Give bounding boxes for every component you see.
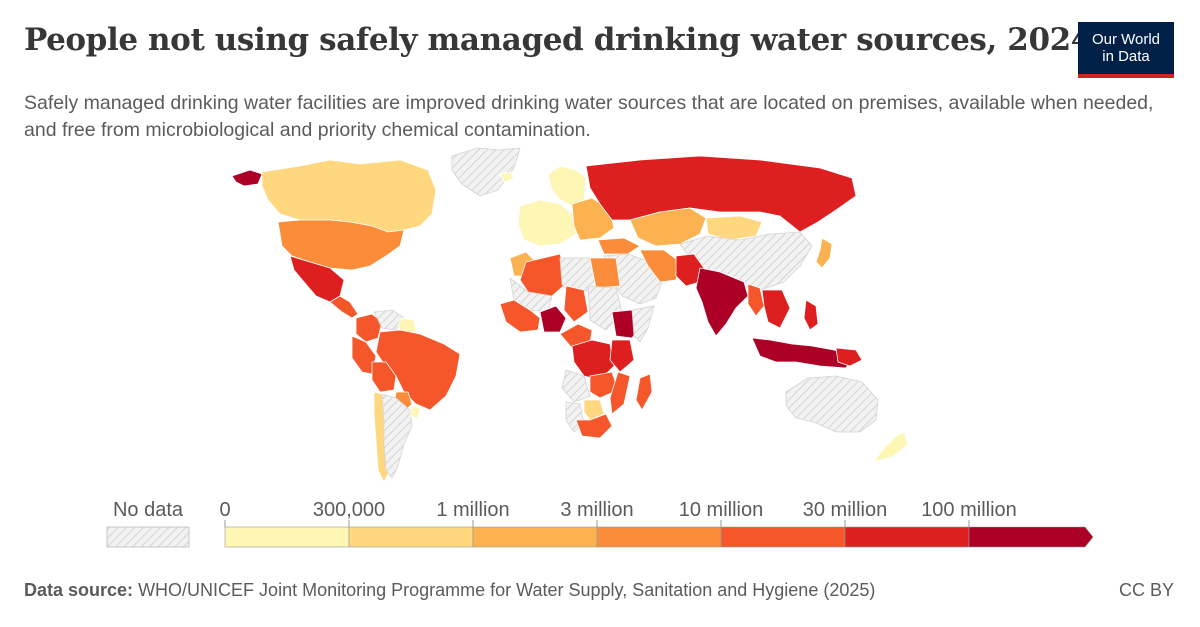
region-alaska[interactable] (231, 169, 263, 187)
region-russia[interactable] (585, 155, 857, 233)
region-somalia[interactable] (631, 305, 655, 343)
legend-labels: 0 300,000 1 million 3 million 10 million 30 m… (219, 499, 1017, 527)
license-link[interactable]: CC BY (1118, 580, 1174, 600)
legend: No data 0 300,000 1 million 3 million 10 mil… (106, 499, 1094, 548)
legend-label-3: 3 million (560, 499, 633, 521)
world-map: No data 0 300,000 1 million 3 million 10 mil… (106, 147, 1094, 548)
legend-label-4: 10 million (679, 499, 763, 521)
legend-label-6: 100 million (921, 499, 1017, 521)
legend-bin-1[interactable] (348, 526, 474, 548)
region-west-africa[interactable] (499, 299, 541, 333)
region-papua-new-guinea[interactable] (835, 347, 863, 367)
region-bolivia[interactable] (371, 361, 397, 393)
logo-line-1: Our World (1091, 31, 1161, 48)
region-egypt[interactable] (589, 257, 621, 289)
region-philippines[interactable] (803, 299, 819, 331)
region-myanmar[interactable] (747, 283, 765, 317)
chart-title: People not using safely managed drinking… (24, 22, 1092, 58)
legend-bin-3[interactable] (596, 526, 722, 548)
region-east-africa[interactable] (609, 339, 635, 373)
legend-bin-2[interactable] (472, 526, 598, 548)
legend-bin-0[interactable] (224, 526, 350, 548)
region-uruguay[interactable] (409, 405, 421, 419)
region-colombia[interactable] (355, 313, 383, 343)
map-regions (231, 147, 909, 483)
legend-label-1: 300,000 (313, 499, 385, 521)
region-japan[interactable] (815, 237, 833, 269)
legend-bin-5[interactable] (844, 526, 970, 548)
region-mozambique[interactable] (609, 371, 631, 415)
legend-no-data-label: No data (113, 499, 184, 521)
region-iran[interactable] (639, 249, 681, 283)
source-label: Data source: (24, 580, 134, 600)
region-western-europe[interactable] (517, 199, 577, 247)
owid-logo[interactable]: Our World in Data (1078, 22, 1174, 78)
region-angola[interactable] (561, 369, 591, 403)
region-scandinavia[interactable] (547, 165, 587, 207)
legend-label-0: 0 (219, 499, 230, 521)
region-iceland[interactable] (499, 171, 515, 183)
region-zambia[interactable] (589, 371, 619, 399)
region-central-america[interactable] (329, 295, 359, 319)
legend-label-2: 1 million (436, 499, 509, 521)
region-kazakhstan[interactable] (629, 207, 707, 247)
region-australia[interactable] (785, 375, 879, 433)
legend-label-5: 30 million (803, 499, 887, 521)
region-india[interactable] (695, 267, 749, 337)
chart-subtitle: Safely managed drinking water facilities… (24, 92, 1154, 141)
logo-line-2: in Data (1102, 48, 1150, 65)
region-madagascar[interactable] (635, 373, 653, 411)
region-nigeria[interactable] (539, 305, 567, 333)
legend-no-data-swatch (106, 526, 190, 548)
region-mongolia[interactable] (705, 215, 763, 241)
region-new-zealand[interactable] (873, 431, 909, 463)
legend-bin-4[interactable] (720, 526, 846, 548)
region-argentina[interactable] (381, 393, 413, 479)
region-chad[interactable] (563, 285, 589, 323)
footer-source: Data source: WHO/UNICEF Joint Monitoring… (24, 580, 875, 601)
legend-bin-6[interactable] (968, 526, 1094, 548)
source-text[interactable]: WHO/UNICEF Joint Monitoring Programme fo… (138, 580, 876, 600)
region-south-africa[interactable] (575, 413, 613, 439)
region-southeast-asia[interactable] (761, 289, 791, 329)
legend-bins (224, 526, 1094, 548)
region-turkey[interactable] (597, 237, 641, 255)
